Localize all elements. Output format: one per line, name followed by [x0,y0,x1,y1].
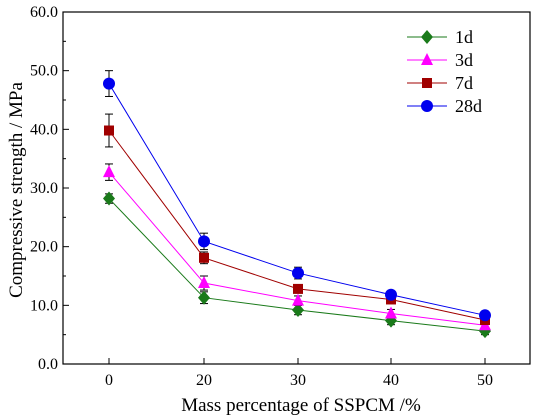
legend-marker [421,100,433,112]
x-tick-label: 20 [196,372,212,389]
data-point-1d [103,191,115,206]
y-tick-label: 30.0 [30,180,58,197]
data-point-1d [292,303,304,318]
x-tick-label: 0 [105,372,113,389]
legend-marker [421,30,433,44]
y-tick-label: 60.0 [30,4,58,21]
legend-label: 3d [455,50,473,70]
series-3d [103,163,491,331]
legend-item-3d: 3d [407,50,473,70]
data-point-7d [104,125,114,136]
legend: 1d 3d 7d 28d [407,27,482,116]
x-tick-label: 50 [477,372,493,389]
data-point-3d [385,306,397,319]
legend-marker [421,53,433,65]
y-tick-label: 0.0 [38,356,58,373]
data-point-1d [198,290,210,305]
series-7d [104,113,490,325]
y-tick-label: 40.0 [30,121,58,138]
data-point-28d [292,267,304,280]
legend-label: 7d [455,73,473,93]
data-point-7d [293,283,303,294]
series-line-28d [108,83,486,316]
legend-marker [422,78,432,88]
x-axis: 0 20 30 40 50 [105,358,493,389]
x-tick-label: 40 [383,372,399,389]
series-28d [103,70,491,322]
series-1d [103,191,491,339]
legend-label: 28d [455,96,482,116]
y-axis-title: Compressive strength / MPa [6,82,27,298]
legend-item-28d: 28d [407,96,482,116]
data-point-28d [103,77,115,90]
legend-label: 1d [455,27,473,47]
data-point-28d [198,235,210,248]
data-point-3d [103,165,115,178]
data-point-28d [479,309,491,322]
series-layer [103,70,491,339]
y-tick-label: 20.0 [30,239,58,256]
data-point-7d [199,252,209,263]
y-tick-label: 10.0 [30,297,58,314]
data-point-3d [292,293,304,306]
y-tick-label: 50.0 [30,63,58,80]
data-point-28d [385,288,397,301]
legend-item-7d: 7d [407,73,473,93]
data-point-3d [198,276,210,289]
legend-item-1d: 1d [407,27,473,47]
x-tick-label: 30 [290,372,306,389]
x-axis-title: Mass percentage of SSPCM /% [181,395,421,416]
y-axis: 0.0 10.0 20.0 30.0 40.0 50.0 60.0 [30,4,69,373]
